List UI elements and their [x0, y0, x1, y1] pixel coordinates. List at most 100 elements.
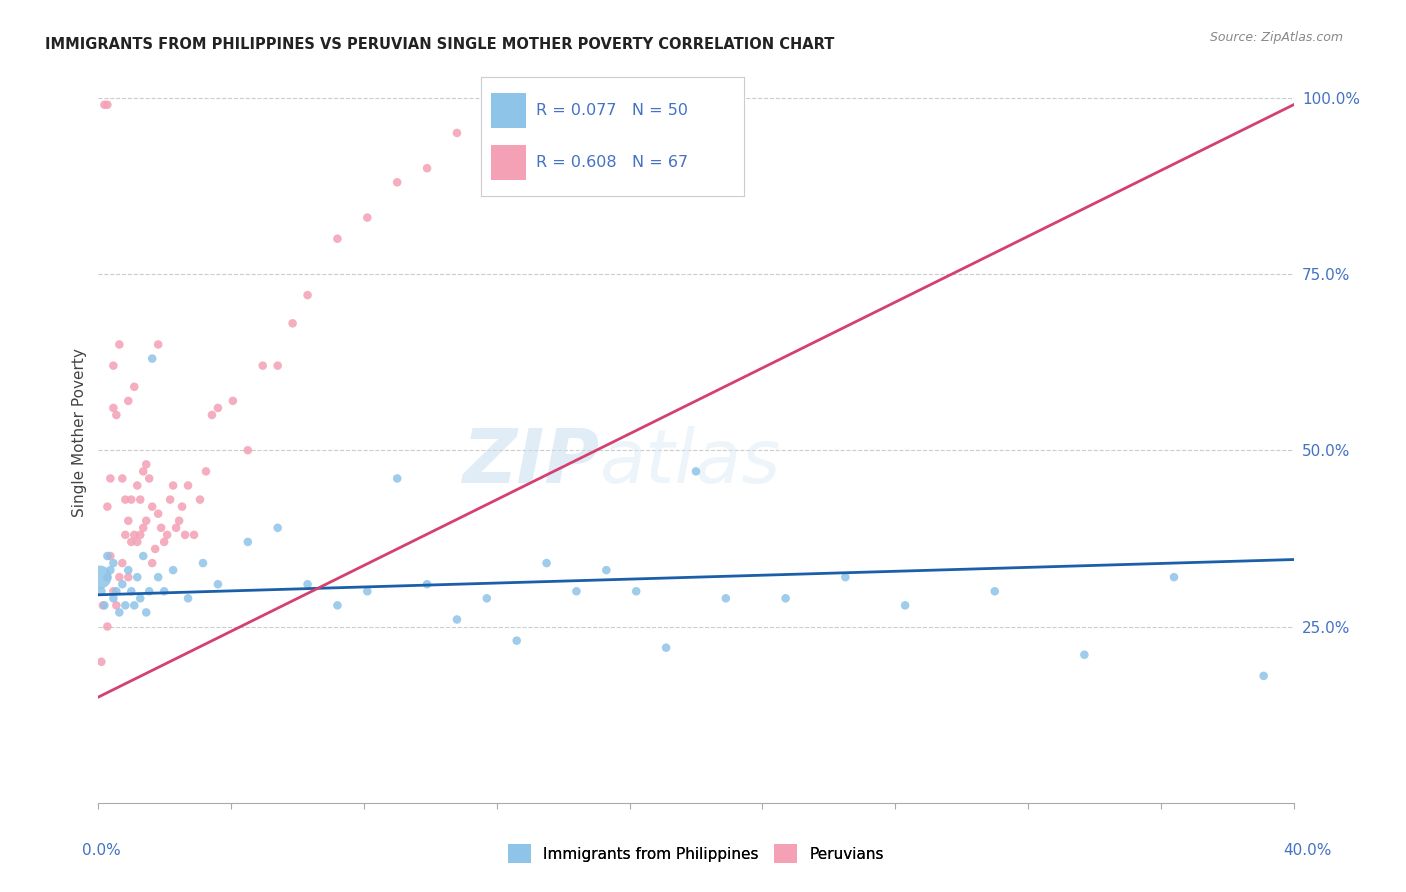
Point: [1163, 570, 1185, 584]
Point: [183, 528, 205, 542]
Point: [236, 535, 259, 549]
Text: ZIP: ZIP: [463, 425, 600, 499]
Point: [96, 570, 118, 584]
Point: [132, 464, 155, 478]
Point: [103, 556, 125, 570]
Point: [117, 563, 139, 577]
Point: [117, 393, 139, 408]
Point: [124, 528, 146, 542]
Point: [135, 514, 157, 528]
Point: [385, 471, 409, 485]
Point: [177, 478, 200, 492]
Point: [135, 458, 157, 472]
Point: [1073, 648, 1095, 662]
Point: [141, 556, 163, 570]
Point: [162, 478, 184, 492]
Legend: Immigrants from Philippines, Peruvians: Immigrants from Philippines, Peruvians: [502, 838, 890, 869]
Point: [159, 492, 181, 507]
Point: [98, 471, 122, 485]
Point: [536, 556, 558, 570]
Point: [132, 521, 155, 535]
Point: [117, 570, 139, 584]
Point: [191, 556, 214, 570]
Point: [153, 584, 176, 599]
Y-axis label: Single Mother Poverty: Single Mother Poverty: [72, 348, 87, 517]
Point: [127, 570, 149, 584]
Point: [167, 514, 190, 528]
Point: [626, 584, 648, 599]
Point: [475, 591, 498, 606]
Point: [129, 528, 152, 542]
Point: [984, 584, 1007, 599]
Point: [93, 599, 115, 613]
Point: [127, 478, 149, 492]
Point: [150, 521, 173, 535]
Point: [105, 599, 128, 613]
Point: [129, 591, 152, 606]
Point: [356, 584, 378, 599]
Point: [267, 359, 290, 373]
Point: [475, 97, 498, 112]
Point: [297, 577, 319, 591]
Point: [132, 549, 155, 563]
Point: [138, 471, 160, 485]
Point: [103, 584, 125, 599]
Point: [93, 97, 115, 112]
Point: [655, 640, 678, 655]
Point: [446, 126, 468, 140]
Point: [96, 500, 118, 514]
Point: [195, 464, 218, 478]
Point: [105, 584, 128, 599]
Point: [201, 408, 224, 422]
Point: [96, 549, 118, 563]
Point: [565, 584, 588, 599]
Point: [114, 492, 136, 507]
Text: atlas: atlas: [600, 426, 782, 499]
Point: [111, 556, 134, 570]
Point: [108, 570, 131, 584]
Point: [114, 528, 136, 542]
Point: [108, 606, 131, 620]
Point: [124, 380, 146, 394]
Point: [267, 521, 290, 535]
Point: [98, 549, 122, 563]
Point: [148, 507, 170, 521]
Point: [148, 337, 170, 351]
Point: [153, 535, 176, 549]
Point: [90, 584, 112, 599]
Point: [129, 492, 152, 507]
Point: [127, 535, 149, 549]
Point: [252, 359, 274, 373]
Point: [236, 443, 259, 458]
Point: [120, 535, 142, 549]
Point: [96, 97, 118, 112]
Point: [143, 541, 166, 556]
Point: [141, 351, 163, 366]
Point: [894, 599, 917, 613]
Point: [120, 584, 142, 599]
Point: [98, 563, 122, 577]
Point: [165, 521, 187, 535]
Point: [103, 359, 125, 373]
Point: [141, 500, 163, 514]
Text: IMMIGRANTS FROM PHILIPPINES VS PERUVIAN SINGLE MOTHER POVERTY CORRELATION CHART: IMMIGRANTS FROM PHILIPPINES VS PERUVIAN …: [45, 37, 834, 52]
Text: 0.0%: 0.0%: [82, 843, 121, 858]
Point: [105, 408, 128, 422]
Point: [188, 492, 211, 507]
Point: [207, 401, 229, 415]
Point: [1253, 669, 1275, 683]
Point: [207, 577, 229, 591]
Point: [162, 563, 184, 577]
Point: [91, 599, 114, 613]
Point: [124, 599, 146, 613]
Point: [96, 619, 118, 633]
Point: [120, 492, 142, 507]
Point: [446, 612, 468, 626]
Point: [385, 175, 409, 189]
Point: [111, 471, 134, 485]
Point: [103, 591, 125, 606]
Point: [281, 316, 304, 330]
Point: [416, 161, 439, 176]
Point: [89, 570, 111, 584]
Text: 40.0%: 40.0%: [1284, 843, 1331, 858]
